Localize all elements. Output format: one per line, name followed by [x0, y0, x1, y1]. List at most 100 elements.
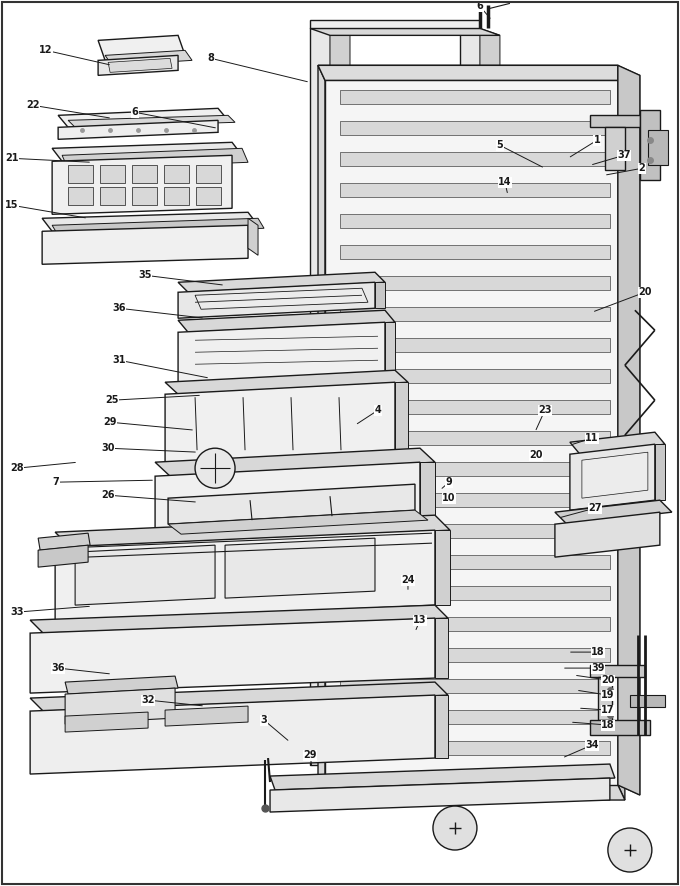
Polygon shape: [178, 272, 385, 292]
Polygon shape: [570, 444, 655, 510]
Circle shape: [433, 806, 477, 850]
Polygon shape: [640, 111, 660, 181]
Polygon shape: [655, 444, 665, 501]
Polygon shape: [340, 121, 610, 136]
Polygon shape: [340, 679, 610, 693]
Text: 15: 15: [5, 200, 19, 210]
Polygon shape: [68, 115, 235, 128]
Polygon shape: [55, 515, 450, 548]
Polygon shape: [196, 166, 221, 183]
Polygon shape: [195, 288, 368, 309]
Text: 6: 6: [132, 107, 139, 117]
Polygon shape: [52, 155, 232, 214]
Polygon shape: [340, 494, 610, 507]
Polygon shape: [340, 400, 610, 414]
Polygon shape: [435, 618, 448, 678]
Polygon shape: [318, 66, 625, 81]
Polygon shape: [225, 538, 375, 598]
Polygon shape: [196, 187, 221, 206]
Polygon shape: [38, 545, 88, 567]
Polygon shape: [460, 28, 480, 755]
Polygon shape: [30, 605, 448, 633]
Polygon shape: [318, 66, 325, 800]
Text: 29: 29: [103, 417, 117, 427]
Polygon shape: [590, 720, 650, 735]
Polygon shape: [340, 587, 610, 600]
Polygon shape: [340, 245, 610, 260]
Text: 13: 13: [413, 615, 427, 626]
Polygon shape: [480, 28, 500, 762]
Polygon shape: [132, 187, 157, 206]
Text: 26: 26: [101, 490, 115, 501]
Text: 12: 12: [39, 45, 53, 55]
Polygon shape: [340, 369, 610, 384]
Polygon shape: [65, 688, 175, 724]
Text: 35: 35: [138, 270, 152, 280]
Polygon shape: [248, 218, 258, 255]
Text: 29: 29: [303, 750, 317, 760]
Text: 28: 28: [10, 463, 24, 473]
Polygon shape: [630, 696, 665, 707]
Text: 23: 23: [538, 405, 551, 416]
Text: 3: 3: [260, 715, 267, 725]
Polygon shape: [58, 120, 218, 139]
Polygon shape: [165, 382, 395, 464]
Polygon shape: [168, 510, 428, 534]
Polygon shape: [375, 283, 385, 308]
Circle shape: [195, 448, 235, 488]
Text: 1: 1: [594, 136, 600, 145]
Text: 7: 7: [53, 478, 59, 487]
Polygon shape: [570, 432, 665, 455]
Polygon shape: [325, 81, 618, 785]
Text: 5: 5: [496, 140, 503, 151]
Polygon shape: [618, 66, 640, 795]
Polygon shape: [340, 431, 610, 445]
Polygon shape: [30, 696, 435, 774]
Polygon shape: [65, 712, 148, 732]
Polygon shape: [30, 618, 435, 693]
Polygon shape: [618, 66, 625, 800]
Polygon shape: [68, 187, 93, 206]
Text: 10: 10: [442, 494, 456, 503]
Polygon shape: [582, 452, 648, 498]
Polygon shape: [178, 283, 375, 318]
Text: 4: 4: [375, 405, 381, 416]
Polygon shape: [340, 338, 610, 353]
Polygon shape: [42, 225, 248, 264]
Text: 20: 20: [638, 287, 651, 298]
Polygon shape: [42, 213, 258, 231]
Text: 30: 30: [101, 443, 115, 453]
Text: 19: 19: [601, 690, 615, 700]
Polygon shape: [598, 677, 612, 720]
Polygon shape: [164, 187, 189, 206]
Polygon shape: [105, 51, 192, 66]
Polygon shape: [435, 696, 448, 758]
Polygon shape: [155, 462, 420, 540]
Polygon shape: [310, 28, 500, 35]
Polygon shape: [385, 323, 395, 378]
Polygon shape: [340, 90, 610, 105]
Polygon shape: [590, 115, 640, 128]
Polygon shape: [330, 28, 350, 762]
Polygon shape: [55, 530, 435, 622]
Polygon shape: [618, 66, 640, 795]
Polygon shape: [340, 307, 610, 322]
Text: 33: 33: [10, 607, 24, 618]
Polygon shape: [310, 28, 330, 755]
Polygon shape: [108, 58, 172, 73]
Polygon shape: [98, 35, 185, 60]
Polygon shape: [318, 66, 618, 81]
Polygon shape: [340, 214, 610, 229]
Polygon shape: [178, 310, 395, 332]
Polygon shape: [340, 710, 610, 724]
Text: 2: 2: [639, 163, 645, 174]
Polygon shape: [340, 648, 610, 662]
Polygon shape: [420, 462, 435, 525]
Polygon shape: [98, 55, 178, 75]
Polygon shape: [62, 148, 248, 169]
Text: 39: 39: [591, 663, 605, 673]
Polygon shape: [168, 484, 415, 525]
Polygon shape: [340, 152, 610, 167]
Text: 6: 6: [477, 2, 483, 12]
Polygon shape: [58, 108, 228, 128]
